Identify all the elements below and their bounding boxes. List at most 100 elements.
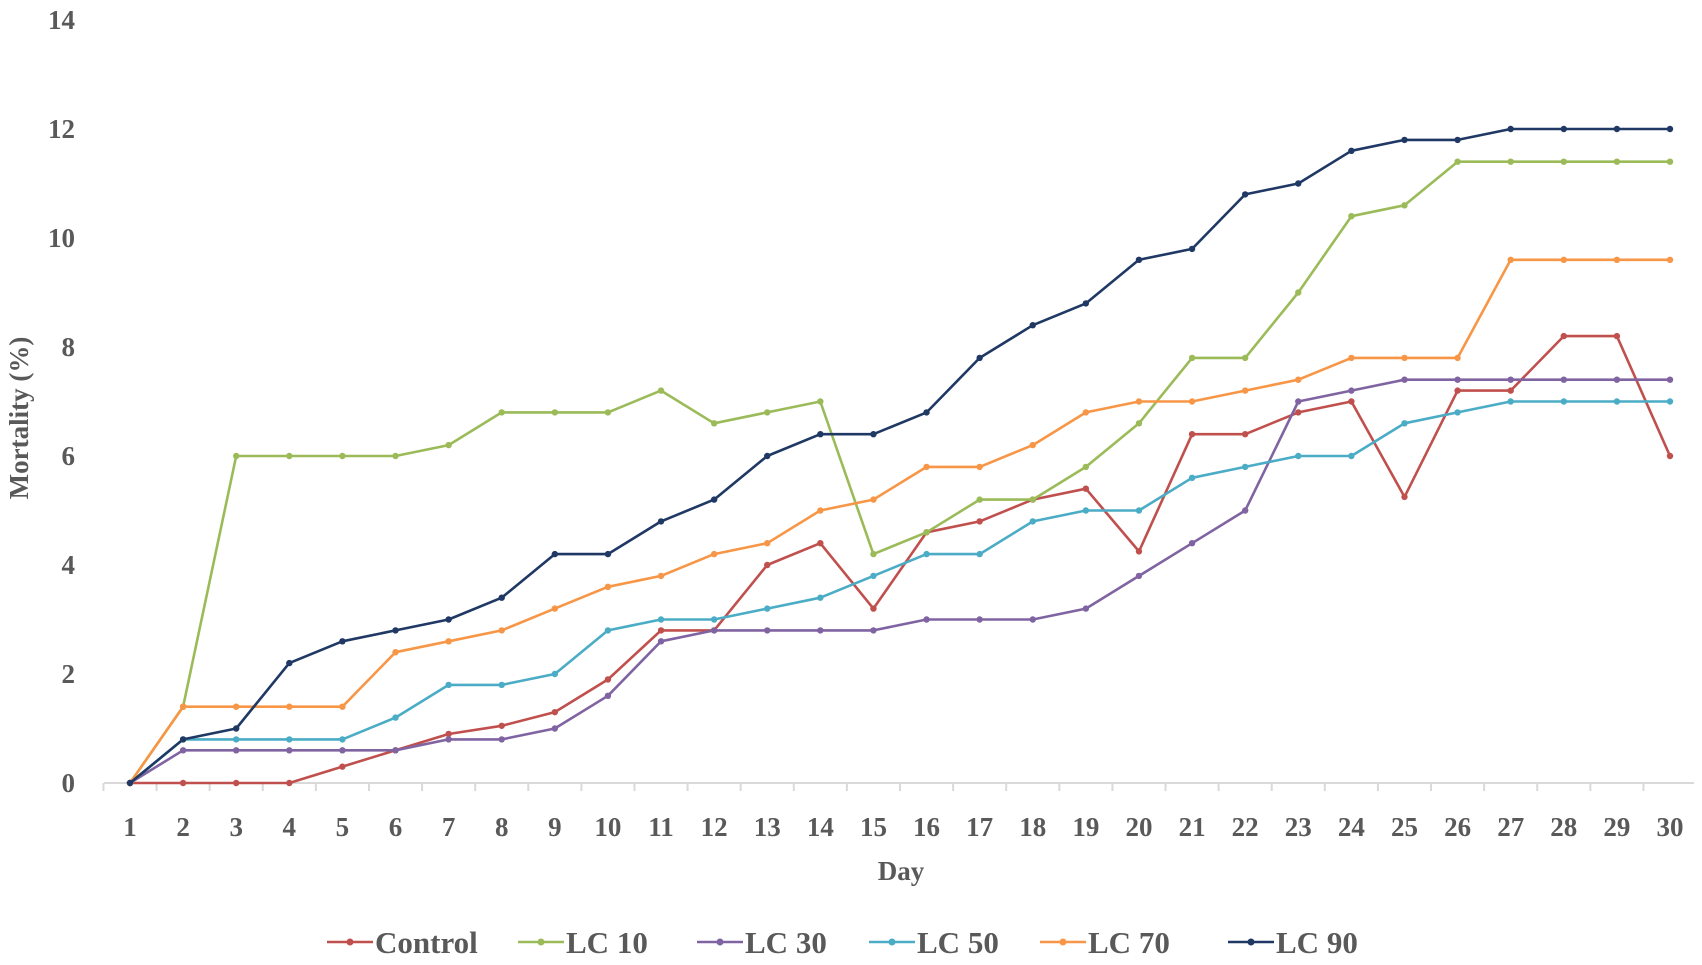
data-point <box>286 736 293 743</box>
data-point <box>392 747 399 754</box>
series-lc-30 <box>126 376 1674 787</box>
data-point <box>1082 507 1090 514</box>
x-tick-label: 21 <box>1179 812 1206 842</box>
data-point <box>445 736 452 743</box>
y-tick-label: 6 <box>62 441 76 471</box>
data-point <box>817 594 824 601</box>
legend-swatch-marker <box>537 938 545 946</box>
x-axis-ticks: 1 2 3 4 5 6 7 8 9 10 11 12 13 14 15 16 17 18 19 20 21 22 23 24 2… <box>102 783 1684 842</box>
series-line <box>129 378 1670 785</box>
data-point <box>1454 409 1461 416</box>
data-point <box>498 409 505 416</box>
data-point <box>817 627 824 634</box>
data-point <box>1454 158 1461 165</box>
data-point <box>604 550 612 558</box>
legend-item: LC 10 <box>518 925 648 960</box>
data-point <box>551 550 559 558</box>
data-point <box>1082 409 1090 416</box>
data-point <box>870 627 877 634</box>
legend-item: LC 70 <box>1040 925 1170 960</box>
data-point <box>286 703 293 710</box>
data-point <box>392 714 399 721</box>
series-line <box>128 258 1670 784</box>
data-point <box>498 722 505 729</box>
legend-swatch-marker <box>1059 938 1067 946</box>
data-point <box>1507 125 1514 133</box>
data-point <box>1135 256 1143 263</box>
data-point <box>1507 158 1514 165</box>
x-tick-label: 4 <box>283 812 297 842</box>
data-point <box>1082 300 1090 307</box>
data-point <box>551 725 559 732</box>
data-point <box>870 431 877 438</box>
data-point <box>126 779 134 787</box>
legend-label: LC 10 <box>566 925 648 960</box>
x-tick-label: 29 <box>1603 812 1630 842</box>
data-point <box>817 431 824 438</box>
data-point <box>179 703 187 710</box>
data-point <box>1454 354 1461 362</box>
data-point <box>1454 136 1461 144</box>
data-point <box>1613 125 1621 133</box>
data-point <box>392 649 399 656</box>
x-tick-label: 17 <box>966 812 993 842</box>
y-tick-label: 4 <box>62 550 76 580</box>
x-tick-label: 22 <box>1232 812 1259 842</box>
data-point <box>710 420 718 427</box>
data-point <box>1613 332 1621 340</box>
x-tick-label: 20 <box>1125 812 1152 842</box>
x-tick-label: 8 <box>495 812 509 842</box>
data-point <box>1082 605 1090 612</box>
x-tick-label: 13 <box>754 812 781 842</box>
x-tick-label: 26 <box>1444 812 1471 842</box>
data-point <box>179 779 187 787</box>
data-point <box>286 747 293 754</box>
data-point <box>1401 354 1408 362</box>
data-point <box>1188 474 1196 481</box>
data-point <box>1135 420 1143 427</box>
data-point <box>339 763 346 770</box>
data-point <box>657 572 665 580</box>
legend-label: LC 90 <box>1276 925 1358 960</box>
y-tick-label: 2 <box>62 659 76 689</box>
data-point <box>498 594 505 601</box>
data-point <box>1560 332 1567 340</box>
data-point <box>339 452 346 460</box>
x-tick-label: 14 <box>807 812 834 842</box>
data-point <box>1613 256 1621 263</box>
data-point <box>445 730 452 738</box>
series-line <box>129 400 1670 785</box>
data-point <box>1348 213 1355 220</box>
data-point <box>976 518 983 525</box>
y-axis-ticks: 0 2 4 6 8 10 12 14 <box>48 5 75 798</box>
data-point <box>764 627 771 634</box>
y-tick-label: 10 <box>48 223 75 253</box>
data-point <box>764 561 771 569</box>
data-point <box>764 605 771 612</box>
data-point <box>1082 485 1090 492</box>
data-point <box>1560 125 1567 133</box>
data-point <box>1613 398 1621 405</box>
data-point <box>1560 376 1567 383</box>
data-point <box>1666 158 1674 165</box>
series-line <box>130 334 1672 785</box>
data-point <box>657 387 665 394</box>
data-point <box>1666 256 1674 263</box>
x-tick-label: 24 <box>1338 812 1365 842</box>
data-point <box>445 441 452 449</box>
data-point <box>498 736 505 743</box>
data-point <box>551 708 559 716</box>
data-point <box>976 463 983 471</box>
data-point <box>870 550 877 558</box>
data-point <box>870 572 877 580</box>
data-point <box>1348 398 1355 405</box>
data-point <box>233 747 240 754</box>
data-point <box>923 529 930 536</box>
data-point <box>604 583 612 590</box>
legend-item: Control <box>327 925 478 960</box>
data-point <box>1241 354 1249 362</box>
x-axis-title: Day <box>878 856 925 886</box>
data-point <box>1401 202 1408 209</box>
data-point <box>1188 354 1196 362</box>
data-point <box>339 736 346 743</box>
